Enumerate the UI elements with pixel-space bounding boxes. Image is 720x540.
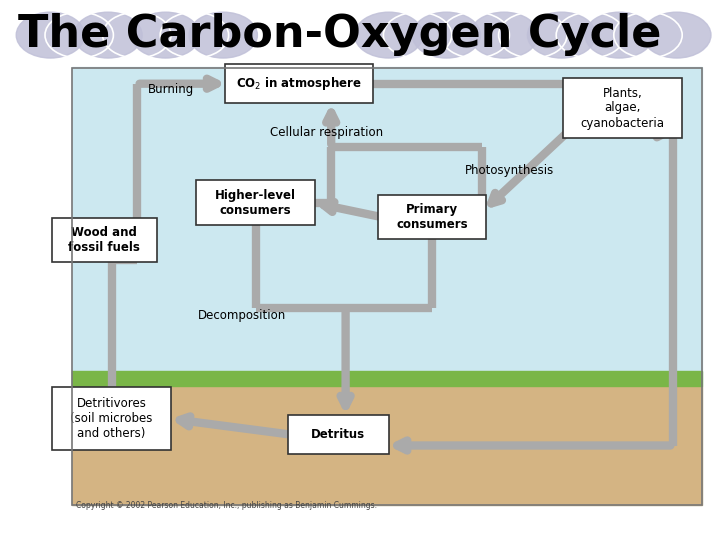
Bar <box>72 371 702 386</box>
Bar <box>72 386 702 505</box>
FancyBboxPatch shape <box>52 388 171 449</box>
Ellipse shape <box>527 12 596 58</box>
Ellipse shape <box>642 12 711 58</box>
Ellipse shape <box>73 12 142 58</box>
Ellipse shape <box>131 12 200 58</box>
Text: Detritivores
(soil microbes
and others): Detritivores (soil microbes and others) <box>71 397 153 440</box>
Text: Higher-level
consumers: Higher-level consumers <box>215 188 296 217</box>
Ellipse shape <box>585 12 654 58</box>
Ellipse shape <box>17 12 85 58</box>
Text: Primary
consumers: Primary consumers <box>396 203 468 231</box>
FancyBboxPatch shape <box>196 180 315 225</box>
FancyBboxPatch shape <box>563 78 683 138</box>
Text: Detritus: Detritus <box>311 428 366 441</box>
Ellipse shape <box>355 12 423 58</box>
FancyBboxPatch shape <box>225 64 373 103</box>
FancyBboxPatch shape <box>52 218 157 262</box>
Text: Burning: Burning <box>148 83 194 96</box>
Ellipse shape <box>412 12 481 58</box>
Ellipse shape <box>469 12 538 58</box>
Text: Copyright © 2002 Pearson Education, Inc., publishing as Benjamin Cummings.: Copyright © 2002 Pearson Education, Inc.… <box>76 501 377 510</box>
Bar <box>72 68 702 505</box>
Text: Plants,
algae,
cyanobacteria: Plants, algae, cyanobacteria <box>581 86 665 130</box>
FancyBboxPatch shape <box>288 415 389 454</box>
Text: CO$_2$ in atmosphere: CO$_2$ in atmosphere <box>236 75 361 92</box>
Text: Decomposition: Decomposition <box>198 309 287 322</box>
FancyBboxPatch shape <box>378 195 486 239</box>
Text: The Carbon-Oxygen Cycle: The Carbon-Oxygen Cycle <box>18 14 662 57</box>
Text: Cellular respiration: Cellular respiration <box>270 126 383 139</box>
Text: Photosynthesis: Photosynthesis <box>464 164 554 177</box>
Ellipse shape <box>189 12 258 58</box>
Text: Wood and
fossil fuels: Wood and fossil fuels <box>68 226 140 254</box>
